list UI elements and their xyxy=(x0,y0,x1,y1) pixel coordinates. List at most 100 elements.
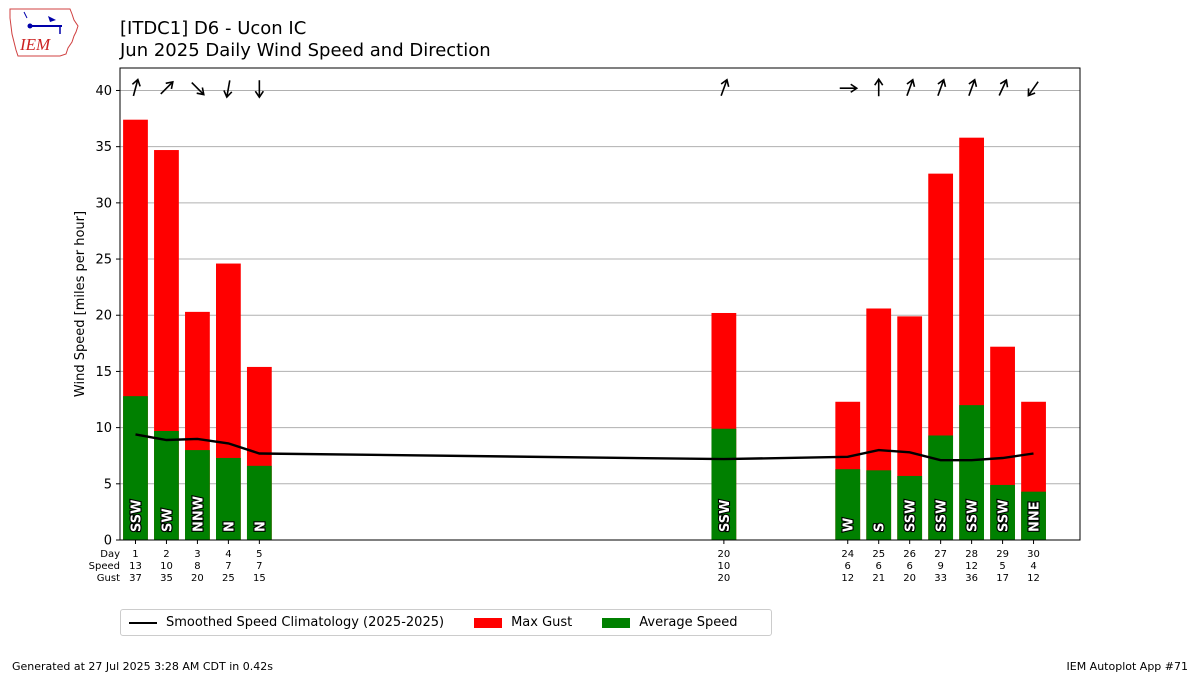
speed-bar xyxy=(897,475,923,540)
y-tick-label: 0 xyxy=(104,534,112,549)
logo-text: IEM xyxy=(19,35,51,54)
arrow-head xyxy=(254,90,265,99)
arrow-shaft xyxy=(720,80,728,97)
speed-label: 7 xyxy=(225,561,231,572)
y-tick-label: 10 xyxy=(95,421,112,436)
bars xyxy=(123,119,1046,541)
gust-label: 25 xyxy=(222,573,235,584)
speed-label: 10 xyxy=(160,561,173,572)
gust-label: 12 xyxy=(1027,573,1040,584)
speed-label: 13 xyxy=(129,561,142,572)
climatology-layer xyxy=(135,433,1034,462)
arrow-head xyxy=(131,78,141,87)
y-tick-label: 30 xyxy=(95,196,112,211)
speed-bar xyxy=(928,435,954,540)
direction-label: N xyxy=(253,521,268,532)
direction-label: SW xyxy=(160,508,175,532)
arrow-head xyxy=(1027,88,1036,97)
y-tick-label: 5 xyxy=(104,477,112,492)
arrow-head xyxy=(196,87,205,96)
speed-label: 4 xyxy=(1030,561,1036,572)
speed-bar xyxy=(246,465,272,540)
direction-label: SSW xyxy=(966,500,981,532)
footer-generated: Generated at 27 Jul 2025 3:28 AM CDT in … xyxy=(12,660,273,673)
speed-label: 6 xyxy=(845,561,851,572)
arrow-head xyxy=(223,90,233,99)
table-row-label: Gust xyxy=(97,573,120,584)
direction-label: W xyxy=(842,518,857,532)
wind-arrow xyxy=(131,78,141,97)
speed-label: 7 xyxy=(256,561,262,572)
gust-label: 36 xyxy=(965,573,978,584)
arrow-shaft xyxy=(132,80,139,97)
day-label: 20 xyxy=(718,549,731,560)
speed-bar xyxy=(866,470,892,540)
direction-label: SSW xyxy=(904,500,919,532)
arrow-head xyxy=(165,80,174,90)
axes: 0 5 10 15 20 25 30 35 40 Wind Speed [miles per ho… xyxy=(73,84,1035,549)
gust-label: 20 xyxy=(903,573,916,584)
climatology-line xyxy=(135,433,1034,462)
day-label: 24 xyxy=(841,549,854,560)
wind-arrow xyxy=(998,78,1009,96)
wind-arrows xyxy=(131,77,1039,99)
speed-label: 8 xyxy=(194,561,200,572)
legend-label: Smoothed Speed Climatology (2025-2025) xyxy=(166,615,445,630)
gust-label: 20 xyxy=(191,573,204,584)
direction-label: SSW xyxy=(718,500,733,532)
wind-arrow xyxy=(937,78,947,97)
legend-red-swatch xyxy=(474,617,503,628)
table-row-label: Speed xyxy=(89,561,120,572)
gust-label: 33 xyxy=(934,573,947,584)
speed-bar xyxy=(185,450,210,540)
speed-bar xyxy=(154,430,179,540)
gust-label: 37 xyxy=(129,573,142,584)
legend: Smoothed Speed Climatology (2025-2025) M… xyxy=(120,609,772,636)
chart-title: [ITDC1] D6 - Ucon IC xyxy=(120,18,307,39)
y-tick-label: 35 xyxy=(95,140,112,155)
gust-label: 20 xyxy=(718,573,731,584)
footer-app: IEM Autoplot App #71 xyxy=(1066,660,1189,673)
day-label: 1 xyxy=(132,549,138,560)
speed-bar xyxy=(216,457,241,540)
iem-logo: IEM xyxy=(8,6,80,62)
speed-label: 12 xyxy=(965,561,978,572)
wind-arrow xyxy=(839,83,859,93)
legend-item-max-gust: Max Gust xyxy=(474,615,572,630)
arrow-shaft xyxy=(160,82,173,95)
speed-bar xyxy=(1021,491,1046,540)
arrow-head xyxy=(906,78,916,87)
arrow-shaft xyxy=(937,80,945,97)
wind-arrow xyxy=(160,80,174,95)
wind-arrow xyxy=(191,82,205,96)
direction-label: SSW xyxy=(935,500,950,532)
y-tick-label: 20 xyxy=(95,309,112,324)
direction-label: SSW xyxy=(997,500,1012,532)
wind-arrow xyxy=(1027,81,1039,97)
table-row-label: Day xyxy=(100,549,120,560)
plot-frame xyxy=(119,67,1081,541)
day-label: 5 xyxy=(256,549,262,560)
wind-arrow xyxy=(223,80,233,99)
arrow-head xyxy=(999,78,1009,88)
day-label: 27 xyxy=(934,549,947,560)
y-tick-label: 25 xyxy=(95,253,112,268)
direction-label: NNW xyxy=(191,496,206,532)
speed-bar xyxy=(959,405,984,540)
day-label: 30 xyxy=(1027,549,1040,560)
legend-item-average-speed: Average Speed xyxy=(602,615,738,630)
arrow-shaft xyxy=(226,80,231,97)
legend-item-climatology: Smoothed Speed Climatology (2025-2025) xyxy=(129,615,444,630)
arrow-head xyxy=(968,78,978,87)
wind-arrow xyxy=(874,77,884,97)
wind-arrow xyxy=(968,78,978,97)
speed-label: 6 xyxy=(876,561,882,572)
arrow-head xyxy=(850,83,859,93)
day-table: 1133721035382047255715201020246122562126… xyxy=(89,549,1040,584)
direction-labels: SSW SW NNW N N SSW W S SSW SSW SSW SSW NNE xyxy=(128,495,1043,533)
gust-label: 15 xyxy=(253,573,266,584)
direction-label: N xyxy=(222,521,237,532)
wind-arrow xyxy=(254,80,265,99)
gust-label: 35 xyxy=(160,573,173,584)
